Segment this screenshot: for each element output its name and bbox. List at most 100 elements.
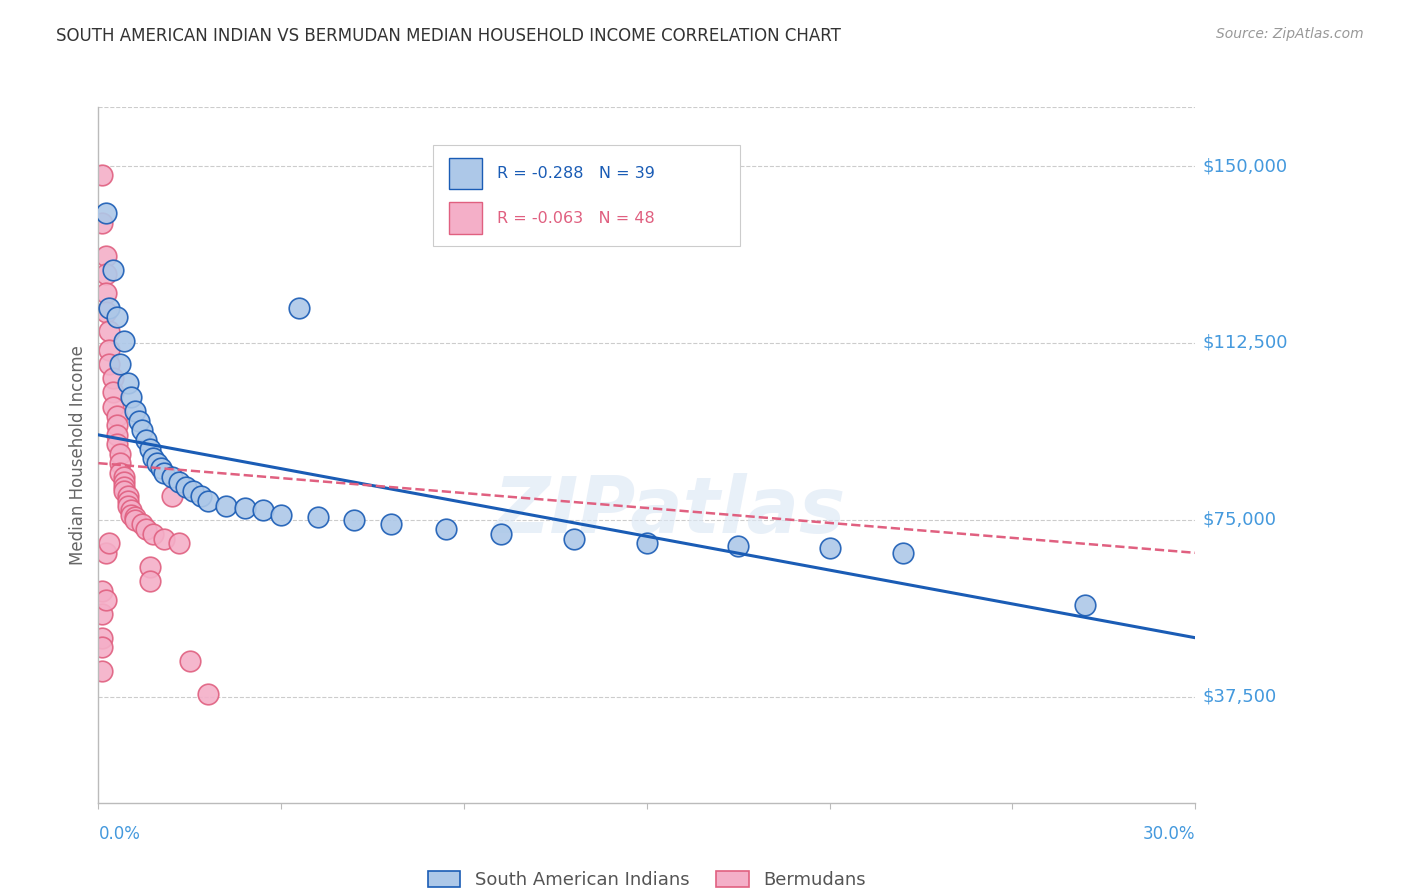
Point (110, 357, 132, 371)
Text: R = -0.288   N = 39: R = -0.288 N = 39 (496, 166, 654, 181)
Point (91, 216, 114, 230)
Point (91, 607, 114, 621)
Text: 0.0%: 0.0% (98, 825, 141, 843)
Point (142, 451, 165, 466)
Point (91, 664, 114, 678)
Point (380, 517, 402, 532)
Point (94, 249, 117, 263)
Point (105, 310, 128, 324)
Point (112, 484, 135, 499)
Point (233, 500, 256, 515)
Point (131, 423, 153, 437)
Point (562, 532, 585, 546)
Point (153, 466, 176, 480)
Point (105, 437, 128, 451)
Point (288, 301, 311, 315)
Point (112, 334, 135, 348)
Point (167, 536, 190, 550)
Point (891, 546, 914, 560)
FancyBboxPatch shape (433, 145, 740, 246)
Point (343, 513, 366, 527)
Point (138, 442, 160, 456)
Point (110, 466, 132, 480)
FancyBboxPatch shape (450, 202, 482, 234)
FancyBboxPatch shape (450, 158, 482, 189)
Legend: South American Indians, Bermudans: South American Indians, Bermudans (419, 862, 875, 892)
Point (252, 503, 274, 517)
Point (105, 409, 128, 423)
Point (94, 546, 117, 560)
Point (94, 286, 117, 301)
Point (190, 489, 212, 503)
Point (101, 400, 124, 414)
Point (174, 480, 197, 494)
Point (101, 385, 124, 400)
Point (142, 527, 165, 541)
Point (105, 418, 128, 433)
Point (489, 527, 512, 541)
Point (98, 357, 121, 371)
Point (146, 456, 169, 470)
Text: R = -0.063   N = 48: R = -0.063 N = 48 (496, 211, 654, 226)
Y-axis label: Median Household Income: Median Household Income (69, 345, 87, 565)
Point (112, 475, 135, 489)
Point (1074, 598, 1097, 612)
Point (270, 508, 292, 522)
Point (138, 560, 160, 574)
Point (117, 499, 139, 513)
Point (160, 470, 183, 484)
Point (110, 447, 132, 461)
Point (818, 541, 841, 555)
Point (98, 343, 121, 357)
Point (128, 414, 150, 428)
Point (149, 461, 172, 475)
Point (112, 480, 135, 494)
Point (94, 305, 117, 319)
Point (307, 510, 329, 524)
Point (94, 268, 117, 282)
Point (94, 206, 117, 220)
Point (197, 494, 219, 508)
Point (131, 517, 153, 532)
Text: $75,000: $75,000 (1202, 511, 1277, 529)
Point (167, 475, 190, 489)
Point (124, 404, 146, 418)
Point (91, 583, 114, 598)
Point (636, 536, 658, 550)
Text: 30.0%: 30.0% (1143, 825, 1195, 843)
Point (98, 324, 121, 338)
Point (117, 489, 139, 503)
Point (727, 539, 749, 553)
Text: SOUTH AMERICAN INDIAN VS BERMUDAN MEDIAN HOUSEHOLD INCOME CORRELATION CHART: SOUTH AMERICAN INDIAN VS BERMUDAN MEDIAN… (56, 27, 841, 45)
Point (98, 301, 121, 315)
Point (91, 631, 114, 645)
Point (117, 376, 139, 390)
Point (120, 508, 142, 522)
Point (101, 371, 124, 385)
Point (101, 262, 124, 277)
Point (91, 169, 114, 183)
Point (153, 532, 176, 546)
Point (98, 536, 121, 550)
Point (124, 513, 146, 527)
Point (183, 484, 205, 499)
Point (120, 503, 142, 517)
Point (215, 499, 238, 513)
Point (434, 522, 457, 536)
Point (179, 654, 201, 668)
Point (105, 428, 128, 442)
Point (120, 390, 142, 404)
Point (124, 510, 146, 524)
Point (160, 489, 183, 503)
Point (135, 433, 157, 447)
Text: ZIPatlas: ZIPatlas (492, 473, 845, 549)
Point (135, 522, 157, 536)
Point (91, 640, 114, 654)
Point (112, 470, 135, 484)
Point (110, 456, 132, 470)
Point (117, 494, 139, 508)
Text: $37,500: $37,500 (1202, 688, 1277, 706)
Text: Source: ZipAtlas.com: Source: ZipAtlas.com (1216, 27, 1364, 41)
Point (138, 574, 160, 588)
Text: $112,500: $112,500 (1202, 334, 1288, 351)
